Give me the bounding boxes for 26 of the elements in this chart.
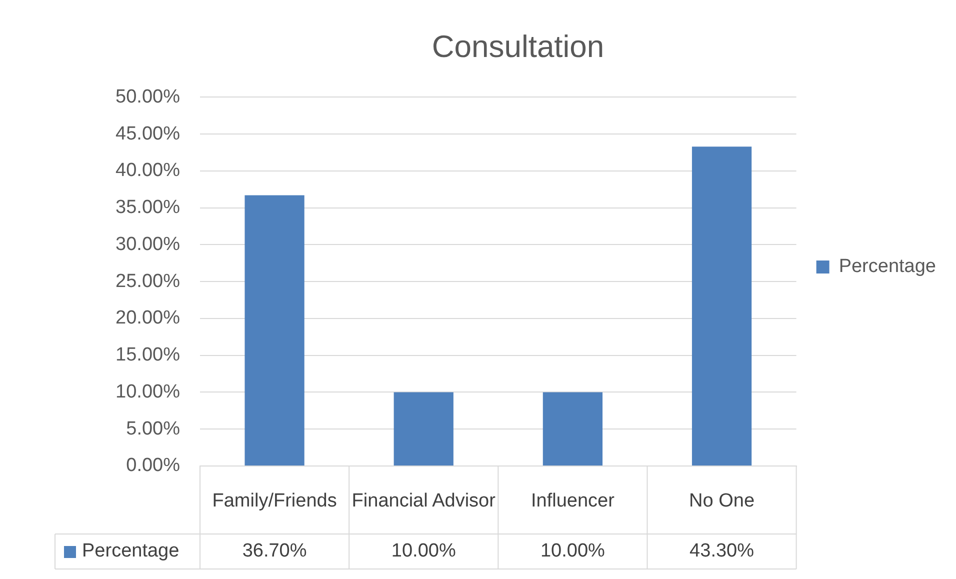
data-label: 10.00% [391,540,456,562]
data-label: 36.70% [242,540,307,562]
y-tick-label: 20.00% [116,308,180,329]
y-tick-label: 40.00% [116,160,180,182]
data-label: 10.00% [540,540,606,562]
y-tick-label: 30.00% [116,234,180,255]
text: Percentage [82,540,180,562]
chart-title: Consultation [432,29,604,64]
bar [394,392,454,466]
x-tick-label: Financial Advisor [352,490,496,512]
y-tick-label: 50.00% [116,86,180,108]
y-tick-label: 0.00% [126,455,180,476]
y-tick-label: 15.00% [116,344,180,366]
x-tick-label: Family/Friends [212,490,337,512]
x-tick-label: Influencer [530,490,616,512]
y-tick-label: 35.00% [116,197,180,218]
bar [542,392,603,466]
bar [692,146,752,466]
bar [244,195,304,466]
x-tick-label: No One [689,490,755,512]
legend-label: Percentage [838,256,936,278]
y-tick-label: 10.00% [116,381,180,402]
y-tick-label: 25.00% [116,270,180,292]
y-tick-label: 5.00% [126,418,180,440]
y-tick-label: 45.00% [116,123,180,144]
data-label: 43.30% [690,540,754,562]
